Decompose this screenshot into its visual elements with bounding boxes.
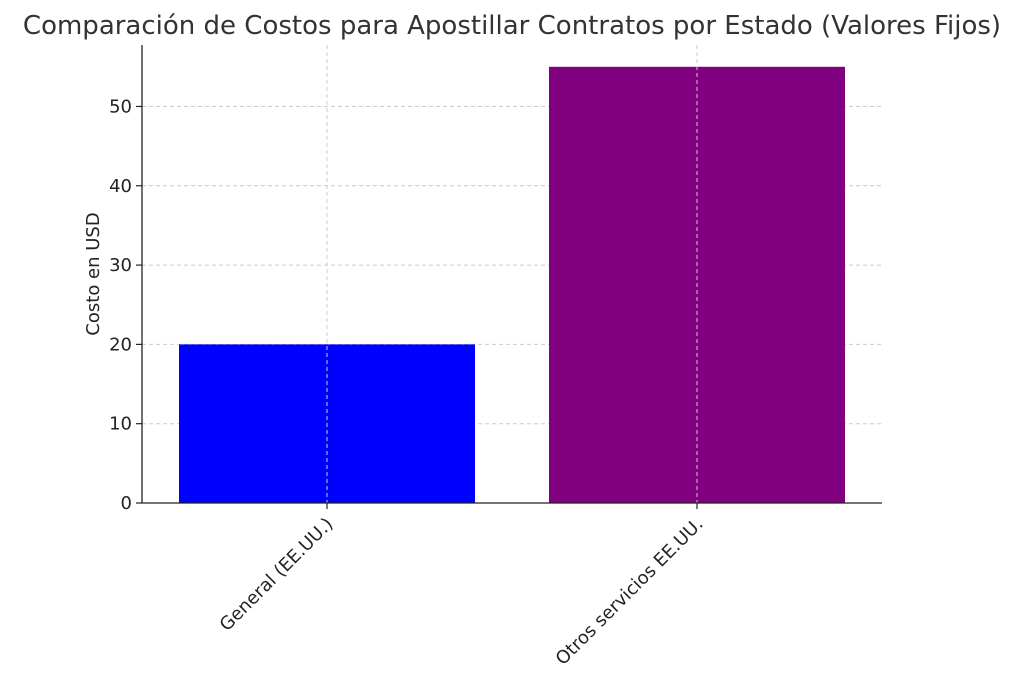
x-axis-ticks: General (EE.UU.) Otros servicios EE.UU. bbox=[216, 503, 708, 670]
axes bbox=[141, 45, 882, 504]
y-axis-label: Costo en USD bbox=[83, 212, 104, 335]
x-tick-label: Otros servicios EE.UU. bbox=[552, 514, 708, 670]
x-tick-label: General (EE.UU.) bbox=[216, 514, 338, 636]
y-tick-label: 10 bbox=[109, 414, 132, 435]
y-tick-label: 50 bbox=[109, 96, 132, 117]
y-tick-label: 40 bbox=[109, 176, 132, 197]
chart-title: Comparación de Costos para Apostillar Co… bbox=[23, 11, 1001, 41]
y-tick-label: 20 bbox=[109, 334, 132, 355]
y-tick-label: 30 bbox=[109, 255, 132, 276]
bars bbox=[179, 66, 845, 504]
vertical-grid-lines bbox=[326, 45, 698, 503]
y-axis-ticks: 0 10 20 30 40 50 bbox=[109, 96, 142, 514]
y-tick-label: 0 bbox=[121, 493, 132, 514]
